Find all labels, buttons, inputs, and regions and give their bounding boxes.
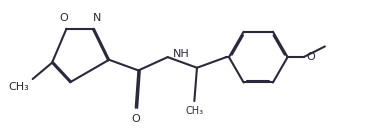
Text: O: O (306, 52, 315, 62)
Text: CH₃: CH₃ (185, 106, 204, 116)
Text: CH₃: CH₃ (8, 82, 29, 92)
Text: N: N (92, 13, 101, 24)
Text: O: O (131, 114, 140, 124)
Text: O: O (59, 13, 68, 24)
Text: NH: NH (173, 50, 190, 59)
